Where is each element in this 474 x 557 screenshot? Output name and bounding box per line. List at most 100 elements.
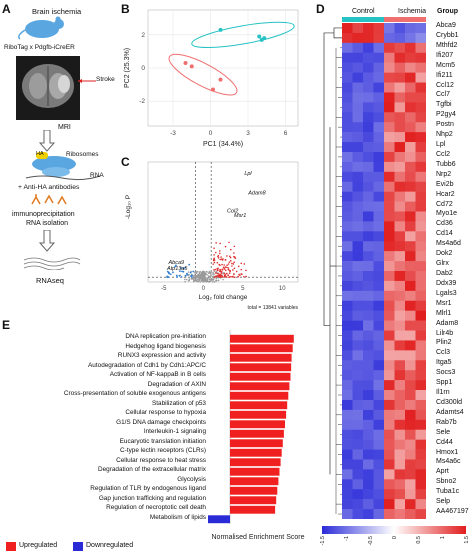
heatmap-cell [342, 439, 353, 450]
heatmap-cell [405, 23, 416, 34]
heatmap-cell [373, 161, 384, 173]
heatmap-cell [394, 231, 405, 242]
heatmap-cell [394, 132, 405, 143]
heatmap-cell [352, 479, 363, 490]
heatmap-cell [352, 419, 363, 431]
volcano-point-up [219, 258, 222, 261]
heatmap-cell [384, 390, 395, 401]
group-bar-ischemia [384, 17, 395, 22]
nes-bar-up [230, 353, 292, 362]
dendrogram [323, 27, 342, 515]
heatmap-cell [415, 330, 426, 341]
heatmap-cell [342, 181, 353, 192]
heatmap-cell [352, 489, 363, 500]
heatmap-cell [384, 52, 395, 63]
heatmap-cell [415, 142, 426, 153]
heatmap-cell [405, 132, 416, 143]
volcano-point-up [220, 256, 222, 258]
heatmap-cell [394, 112, 405, 123]
mouse-icon [18, 16, 64, 40]
volcano-point-ns [212, 271, 214, 274]
heatmap-cell [394, 489, 405, 500]
heatmap-cell [342, 330, 353, 341]
heatmap-cell [384, 112, 395, 123]
dendrogram-branch [333, 27, 342, 39]
heatmap-cell [352, 171, 363, 183]
heatmap-cell [373, 211, 384, 222]
heatmap-cell [373, 340, 384, 351]
heatmap-cell [352, 191, 363, 202]
heatmap-cell [363, 419, 374, 431]
gene-label: Lpl [436, 141, 446, 149]
heatmap-cell [363, 469, 374, 480]
heatmap-cell [352, 310, 363, 321]
volcano-point-down [192, 270, 195, 273]
heatmap-cell [352, 261, 363, 272]
volcano-point-up [233, 252, 235, 254]
anti-ha-label: + Anti-HA antibodies [18, 184, 80, 191]
heatmap-cell [384, 241, 395, 252]
x-tick-label: 0 [209, 130, 213, 137]
heatmap-cell [394, 151, 405, 163]
volcano-point-up [229, 269, 231, 272]
heatmap-cell [415, 32, 426, 44]
nes-bar-up [230, 363, 292, 372]
volcano-point-ns [199, 274, 202, 276]
heatmap-cell [384, 82, 395, 93]
volcano-point-up [216, 267, 218, 270]
heatmap-cell [342, 231, 353, 242]
nes-bar-up [230, 420, 285, 429]
heatmap-cell [384, 132, 395, 143]
volcano-point-up [213, 254, 215, 256]
heatmap-cell [352, 132, 363, 143]
volcano-point-up [231, 275, 234, 278]
heatmap-cell [363, 449, 374, 460]
heatmap-cell [405, 211, 416, 222]
heatmap-cell [363, 360, 374, 371]
heatmap-cell [405, 310, 416, 321]
heatmap-cell [373, 280, 384, 292]
heatmap-cell [342, 390, 353, 401]
heatmap-cell [405, 122, 416, 133]
heatmap-cell [363, 82, 374, 93]
volcano-point-up [219, 242, 221, 245]
heatmap-cell [352, 23, 363, 34]
volcano-point-ns [185, 278, 188, 281]
heatmap-cell [342, 171, 353, 183]
heatmap-cell [384, 509, 395, 519]
volcano-point-ns [209, 275, 212, 277]
heatmap-cell [405, 489, 416, 500]
gene-label: Mlrl1 [436, 309, 452, 317]
panel-d: Control Ischemia Group Abca9 Crybb1 Mthfd2… [316, 0, 474, 557]
heatmap-cell [373, 310, 384, 321]
volcano-point-ns [203, 277, 206, 280]
heatmap-cell [363, 300, 374, 311]
heatmap-cell [384, 330, 395, 341]
heatmap-cell [352, 82, 363, 93]
panel-a-title: Brain ischemia [32, 7, 82, 16]
volcano-point-ns [191, 277, 193, 280]
heatmap-cell [373, 390, 384, 401]
gene-annotation: Atp13a5 [166, 266, 188, 272]
gene-label: Ms4a6c [436, 458, 461, 466]
volcano-point-up [219, 264, 221, 267]
panel-label-c: C [121, 155, 130, 169]
heatmap-cell [384, 290, 395, 302]
volcano-point-down [182, 270, 185, 273]
pathway-label: Gap junction trafficking and regulation [98, 494, 206, 502]
heatmap-cell [342, 23, 353, 34]
panel-a: Brain ischemia RiboTag x Pdgfb-iCreER St… [0, 0, 120, 310]
volcano-point-up [223, 267, 225, 270]
heatmap-cell [373, 290, 384, 302]
colorbar-tick: 1.5 [464, 536, 470, 544]
colorbar-tick: -0.5 [368, 536, 374, 545]
volcano-point-up [228, 241, 230, 244]
heatmap-cell [384, 271, 395, 282]
heatmap-cell [373, 251, 384, 262]
volcano-point-up [227, 266, 229, 269]
gene-label: Adamts4 [436, 408, 464, 416]
volcano-point-up [217, 275, 220, 278]
gene-label: Ifi207 [436, 51, 454, 59]
heatmap-cell [394, 459, 405, 470]
gene-label: AA467197 [436, 508, 469, 516]
